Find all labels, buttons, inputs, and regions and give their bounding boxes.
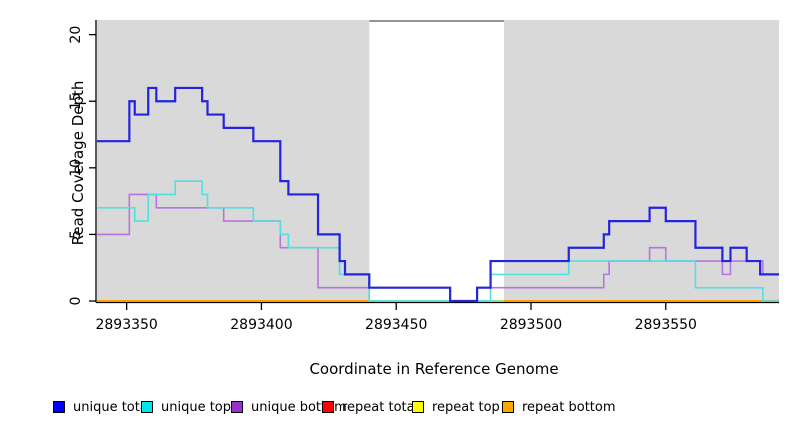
shaded-region-0	[97, 20, 370, 302]
y-tick-label: 10	[68, 159, 84, 177]
y-axis-title: Read Coverage Depth	[69, 80, 87, 246]
y-tick-label: 0	[68, 297, 84, 306]
y-tick-label: 5	[68, 230, 84, 239]
y-tick-label: 20	[68, 26, 84, 44]
x-tick-label: 2893350	[95, 317, 157, 333]
legend: unique total unique top unique bottom re…	[0, 399, 792, 419]
series-unique-top-line	[97, 180, 779, 302]
legend-item-repeat-top: repeat top	[412, 399, 500, 415]
x-axis-title: Coordinate in Reference Genome	[309, 360, 559, 378]
unique-top-swatch-icon	[141, 401, 153, 413]
repeat-total-swatch-icon	[322, 401, 334, 413]
y-tick-label: 15	[68, 92, 84, 110]
x-tick-label: 2893500	[500, 317, 562, 333]
repeat-top-swatch-icon	[412, 401, 424, 413]
repeat-bottom-swatch-icon	[502, 401, 514, 413]
unique-bottom-swatch-icon	[231, 401, 243, 413]
x-tick-label: 2893400	[230, 317, 292, 333]
x-tick-label: 2893550	[635, 317, 697, 333]
legend-item-unique-total: unique total	[53, 399, 151, 415]
unique-total-swatch-icon	[53, 401, 65, 413]
legend-item-repeat-bottom: repeat bottom	[502, 399, 616, 415]
x-tick-label: 2893450	[365, 317, 427, 333]
legend-item-unique-top: unique top	[141, 399, 231, 415]
series-unique-total-line	[97, 86, 779, 303]
legend-item-repeat-total: repeat total	[322, 399, 418, 415]
shaded-region-1	[504, 20, 779, 302]
